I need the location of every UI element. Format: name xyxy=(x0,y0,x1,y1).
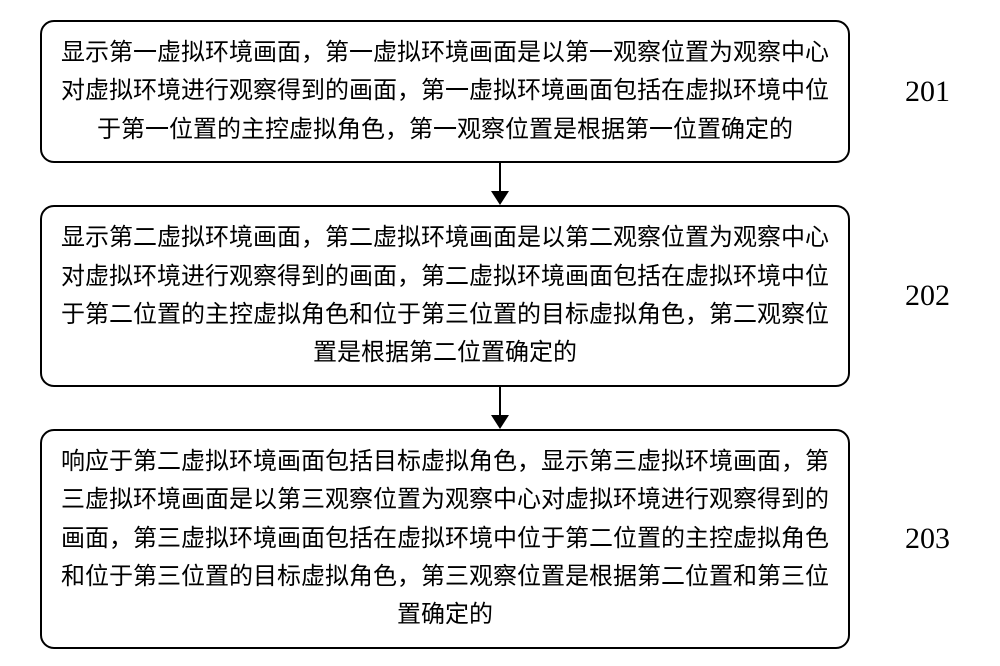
step-text-1: 显示第一虚拟环境画面，第一虚拟环境画面是以第一观察位置为观察中心对虚拟环境进行观… xyxy=(61,40,829,143)
step-box-3: 响应于第二虚拟环境画面包括目标虚拟角色，显示第三虚拟环境画面，第三虚拟环境画面是… xyxy=(40,429,850,649)
arrow-head-icon xyxy=(491,191,509,205)
step-container-2: 显示第二虚拟环境画面，第二虚拟环境画面是以第二观察位置为观察中心对虚拟环境进行观… xyxy=(40,205,960,387)
arrow-head-icon xyxy=(491,415,509,429)
step-label-1: 201 xyxy=(905,75,950,109)
arrow-line-icon xyxy=(499,163,501,193)
step-label-3: 203 xyxy=(905,522,950,556)
step-label-2: 202 xyxy=(905,279,950,313)
step-text-2: 显示第二虚拟环境画面，第二虚拟环境画面是以第二观察位置为观察中心对虚拟环境进行观… xyxy=(61,225,829,366)
step-box-2: 显示第二虚拟环境画面，第二虚拟环境画面是以第二观察位置为观察中心对虚拟环境进行观… xyxy=(40,205,850,387)
arrow-1 xyxy=(95,163,905,205)
arrow-line-icon xyxy=(499,387,501,417)
step-text-3: 响应于第二虚拟环境画面包括目标虚拟角色，显示第三虚拟环境画面，第三虚拟环境画面是… xyxy=(61,449,829,629)
arrow-2 xyxy=(95,387,905,429)
step-container-1: 显示第一虚拟环境画面，第一虚拟环境画面是以第一观察位置为观察中心对虚拟环境进行观… xyxy=(40,20,960,163)
flowchart-container: 显示第一虚拟环境画面，第一虚拟环境画面是以第一观察位置为观察中心对虚拟环境进行观… xyxy=(40,20,960,646)
step-box-1: 显示第一虚拟环境画面，第一虚拟环境画面是以第一观察位置为观察中心对虚拟环境进行观… xyxy=(40,20,850,163)
step-container-3: 响应于第二虚拟环境画面包括目标虚拟角色，显示第三虚拟环境画面，第三虚拟环境画面是… xyxy=(40,429,960,649)
